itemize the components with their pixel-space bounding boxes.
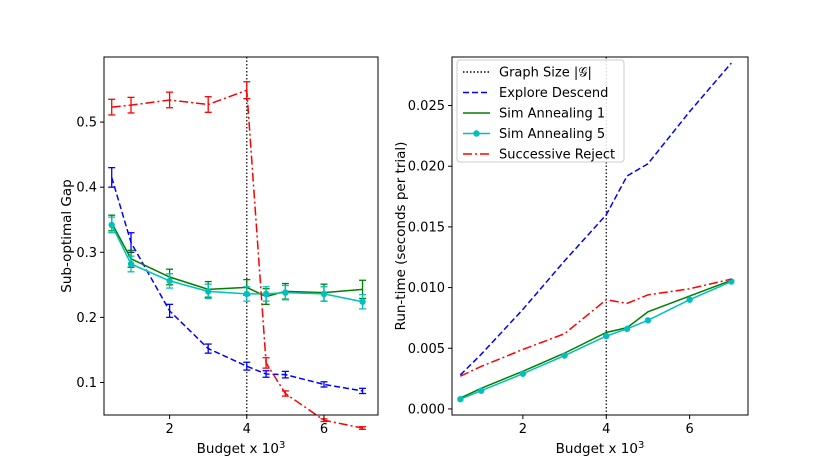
right-sa5-marker — [457, 396, 464, 403]
left-plot-frame — [103, 56, 379, 416]
left-sa5-marker — [282, 289, 289, 296]
legend: Graph Size |𝒢| Explore Descend Sim Anneali… — [456, 59, 625, 163]
legend-label-sa1: Sim Annealing 1 — [499, 107, 605, 122]
legend-marker-sa5 — [473, 130, 480, 137]
left-sa5-marker — [127, 260, 135, 268]
left-plot-sub-optimal-gap: 2 4 6 0.1 0.2 0.3 0.4 0.5 Budget x 103 Sub-optima… — [59, 56, 379, 457]
left-x-axis-label: Budget x 103 — [197, 440, 286, 457]
left-series-sa1-line — [111, 222, 363, 298]
left-y-axis-label: Sub-optimal Gap — [59, 179, 75, 292]
legend-label-explore: Explore Descend — [499, 86, 608, 101]
right-plot-run-time: 2 4 6 0.000 0.005 0.010 0.015 0.020 0.025 Budget … — [393, 56, 749, 457]
left-y-tick-label: 0.3 — [76, 246, 97, 261]
right-x-axis-label: Budget x 103 — [556, 440, 645, 457]
left-series-sr-line — [111, 89, 363, 429]
left-y-tick-label: 0.5 — [76, 116, 97, 131]
right-y-tick-label: 0.000 — [408, 402, 445, 417]
right-y-axis-label: Run-time (seconds per trial) — [393, 142, 409, 331]
right-sa5-marker — [623, 325, 631, 333]
right-sa5-marker — [686, 296, 693, 303]
left-sa5-marker — [320, 290, 328, 298]
left-x-tick-label: 6 — [320, 422, 328, 437]
right-y-tick-label: 0.015 — [408, 220, 445, 235]
right-y-tick-label: 0.010 — [408, 281, 445, 296]
legend-label-sr: Successive Reject — [499, 148, 615, 163]
left-sa5-marker — [359, 298, 366, 305]
right-y-tick-label: 0.025 — [408, 99, 445, 114]
right-sa5-marker — [603, 332, 610, 340]
right-x-tick-label: 4 — [602, 422, 610, 437]
left-sa5-marker — [243, 290, 250, 298]
right-series-sa1-line — [460, 279, 732, 399]
right-series-explore-line — [459, 62, 732, 376]
left-y-tick-label: 0.1 — [76, 376, 97, 391]
legend-box — [456, 59, 625, 163]
left-y-tick-label: 0.2 — [76, 311, 97, 326]
legend-label-sa5: Sim Annealing 5 — [499, 127, 605, 142]
left-sa5-marker — [262, 290, 270, 298]
left-sa5-marker — [108, 221, 115, 229]
left-x-axis-label-exponent: 3 — [279, 440, 285, 451]
left-y-tick-label: 0.4 — [76, 181, 97, 196]
left-x-axis-label-text: Budget x 10 — [197, 441, 279, 457]
legend-label-graph: Graph Size |𝒢| — [499, 66, 592, 81]
right-sa5-marker — [519, 370, 527, 377]
right-series-sr-line — [460, 278, 732, 377]
left-sa5-marker — [204, 288, 212, 295]
right-plot-frame — [451, 56, 749, 416]
right-sa5-marker — [561, 352, 568, 359]
left-x-tick-label: 2 — [165, 422, 173, 437]
left-series-sa5-line — [111, 224, 363, 303]
left-sa5-marker — [166, 277, 173, 285]
right-x-axis-label-exponent: 3 — [638, 440, 644, 451]
right-x-tick-label: 6 — [685, 422, 693, 437]
right-y-tick-label: 0.020 — [408, 160, 445, 175]
right-sa5-marker — [477, 387, 485, 394]
right-y-tick-label: 0.005 — [408, 342, 445, 357]
right-sa5-marker — [644, 317, 652, 324]
left-x-tick-label: 4 — [243, 422, 251, 437]
right-x-axis-label-text: Budget x 10 — [556, 441, 638, 457]
right-x-tick-label: 2 — [519, 422, 527, 437]
